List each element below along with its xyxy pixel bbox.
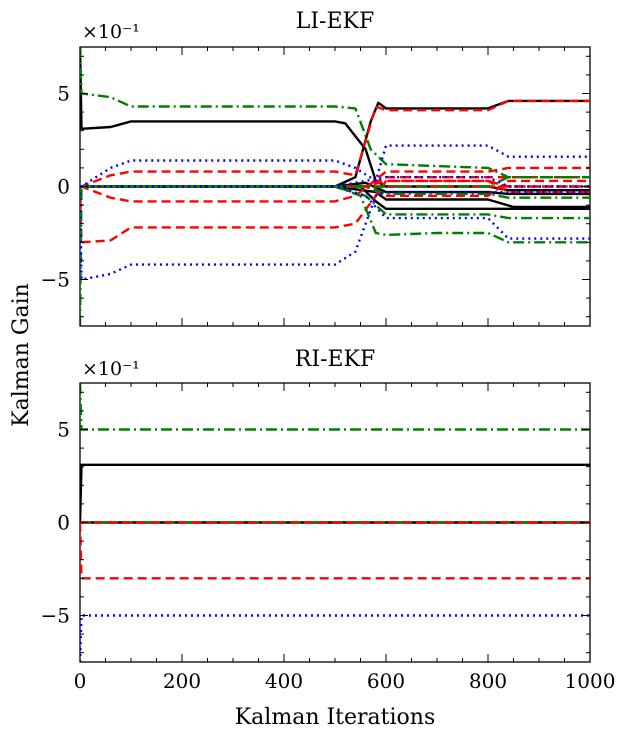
y-tick-label: 0	[57, 511, 70, 535]
series-black-2	[80, 99, 590, 188]
li-ekf-series-layer	[80, 47, 590, 326]
x-tick-label: 600	[367, 669, 405, 693]
y-tick-label: −5	[41, 268, 70, 292]
li-ekf-ticks: −5 0 5	[41, 47, 591, 326]
ri-ekf-title: RI-EKF	[295, 347, 375, 372]
x-tick-label: 400	[265, 669, 303, 693]
series-red-3	[80, 166, 590, 203]
y-tick-label: 5	[57, 418, 70, 442]
x-tick-label: 800	[469, 669, 507, 693]
series-black-1	[80, 47, 590, 192]
series-red-2	[80, 99, 590, 188]
series-blue-1	[80, 186, 590, 281]
series-red-2	[80, 522, 590, 580]
ri-ekf-exponent: ×10⁻¹	[82, 358, 140, 380]
li-ekf-exponent: ×10⁻¹	[82, 21, 140, 43]
ri-ekf-series-layer	[80, 383, 590, 662]
ri-ekf-panel: RI-EKF ×10⁻¹ 0 200 400 600 800 1000 −5 0 5	[41, 347, 616, 693]
ri-ekf-ticks: 0 200 400 600 800 1000 −5 0 5	[41, 383, 616, 693]
series-blue-1	[80, 614, 590, 662]
x-tick-label: 0	[74, 669, 87, 693]
x-tick-label: 200	[163, 669, 201, 693]
y-tick-label: 0	[57, 175, 70, 199]
series-green-1	[80, 47, 590, 179]
series-green-1	[80, 383, 590, 431]
series-blue-4	[80, 175, 590, 188]
li-ekf-title: LI-EKF	[296, 9, 375, 34]
y-tick-label: 5	[57, 82, 70, 106]
li-ekf-panel: LI-EKF ×10⁻¹ −5 0 5	[41, 9, 591, 327]
x-axis-label: Kalman Iterations	[235, 705, 436, 730]
y-axis-label: Kalman Gain	[9, 283, 34, 427]
series-green-3	[80, 185, 590, 326]
series-blue-2	[80, 144, 590, 188]
x-tick-label: 1000	[565, 669, 616, 693]
y-tick-label: −5	[41, 604, 70, 628]
series-black-1	[80, 463, 590, 523]
